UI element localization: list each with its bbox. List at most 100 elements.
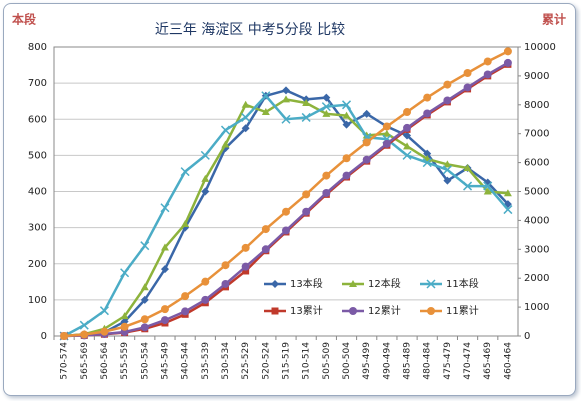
series-line bbox=[64, 61, 509, 338]
y2-tick-label: 7000 bbox=[524, 129, 549, 140]
y2-tick-label: 2000 bbox=[524, 273, 549, 284]
marker bbox=[423, 93, 432, 102]
marker bbox=[180, 167, 190, 177]
marker bbox=[221, 279, 230, 288]
x-tick-label: 490-494 bbox=[382, 342, 392, 380]
x-tick-label: 560-564 bbox=[100, 342, 110, 380]
marker bbox=[483, 70, 492, 79]
marker bbox=[342, 111, 351, 119]
marker bbox=[341, 100, 352, 110]
legend-label: 13累计 bbox=[290, 304, 323, 317]
marker bbox=[443, 176, 452, 185]
marker bbox=[342, 154, 351, 163]
marker bbox=[423, 149, 432, 158]
marker bbox=[282, 95, 290, 103]
marker bbox=[362, 138, 371, 147]
marker bbox=[120, 322, 129, 331]
marker bbox=[100, 327, 109, 336]
marker bbox=[241, 124, 250, 133]
marker bbox=[302, 207, 311, 216]
marker bbox=[120, 312, 129, 320]
y-tick-label: 700 bbox=[28, 78, 47, 89]
marker bbox=[241, 262, 250, 271]
marker bbox=[160, 203, 170, 213]
marker bbox=[443, 96, 452, 105]
x-tick-label: 530-534 bbox=[221, 342, 231, 380]
y-tick-label: 100 bbox=[28, 295, 47, 306]
marker bbox=[201, 187, 210, 196]
marker bbox=[301, 112, 311, 122]
marker bbox=[321, 102, 331, 112]
marker bbox=[242, 267, 250, 275]
marker bbox=[160, 305, 169, 314]
marker bbox=[427, 307, 435, 315]
marker bbox=[140, 323, 149, 332]
y2-tick-label: 8000 bbox=[524, 100, 549, 111]
marker bbox=[282, 207, 290, 216]
x-tick-label: 535-539 bbox=[201, 342, 211, 380]
marker bbox=[322, 188, 331, 197]
marker bbox=[261, 108, 270, 116]
y2-tick-label: 10000 bbox=[524, 42, 556, 53]
marker bbox=[426, 279, 436, 289]
marker bbox=[382, 122, 391, 131]
legend-label: 13本段 bbox=[290, 277, 323, 290]
marker bbox=[463, 83, 472, 92]
marker bbox=[282, 226, 290, 235]
marker bbox=[201, 295, 210, 304]
chart-title: 近三年 海淀区 中考5分段 比较 bbox=[155, 22, 345, 38]
marker bbox=[140, 241, 150, 251]
marker bbox=[443, 160, 452, 168]
plot-frame bbox=[53, 46, 519, 337]
marker bbox=[382, 129, 391, 137]
x-tick-label: 475-479 bbox=[443, 342, 453, 380]
marker bbox=[181, 307, 190, 316]
marker bbox=[503, 189, 512, 197]
x-tick-label: 460-464 bbox=[503, 342, 513, 380]
marker bbox=[302, 98, 311, 106]
marker bbox=[322, 93, 331, 102]
marker bbox=[160, 243, 169, 251]
y2-tick-label: 3000 bbox=[524, 244, 549, 255]
y-axis-title: 本段 bbox=[12, 12, 37, 27]
marker bbox=[140, 295, 149, 304]
y-tick-label: 500 bbox=[28, 150, 47, 161]
marker bbox=[221, 140, 230, 148]
marker bbox=[403, 108, 412, 117]
marker bbox=[342, 120, 351, 129]
x-tick-label: 480-484 bbox=[423, 342, 433, 380]
y2-tick-label: 4000 bbox=[524, 215, 549, 226]
marker bbox=[503, 47, 512, 56]
x-tick-label: 515-519 bbox=[282, 342, 292, 380]
marker bbox=[281, 114, 291, 124]
series-line bbox=[63, 98, 509, 338]
marker bbox=[483, 57, 492, 66]
marker bbox=[60, 332, 69, 340]
marker bbox=[362, 155, 371, 164]
x-tick-label: 500-504 bbox=[342, 342, 352, 380]
x-tick-label: 470-474 bbox=[463, 342, 473, 380]
marker bbox=[282, 86, 290, 95]
marker bbox=[483, 181, 493, 191]
marker bbox=[443, 80, 452, 89]
marker bbox=[140, 315, 149, 324]
y2-axis-title: 累计 bbox=[542, 12, 566, 27]
marker bbox=[261, 245, 270, 254]
marker bbox=[463, 164, 472, 172]
y-tick-label: 400 bbox=[28, 187, 47, 198]
marker bbox=[362, 109, 371, 118]
x-tick-label: 495-499 bbox=[362, 342, 372, 380]
y2-tick-label: 9000 bbox=[524, 71, 549, 82]
marker bbox=[463, 69, 472, 78]
marker bbox=[221, 261, 230, 270]
marker bbox=[463, 181, 473, 191]
legend-label: 11本段 bbox=[446, 277, 479, 290]
marker bbox=[382, 139, 391, 148]
marker bbox=[261, 91, 271, 101]
marker bbox=[201, 277, 210, 286]
marker bbox=[402, 150, 412, 160]
marker bbox=[422, 158, 432, 168]
marker bbox=[342, 171, 351, 180]
marker bbox=[120, 268, 130, 278]
